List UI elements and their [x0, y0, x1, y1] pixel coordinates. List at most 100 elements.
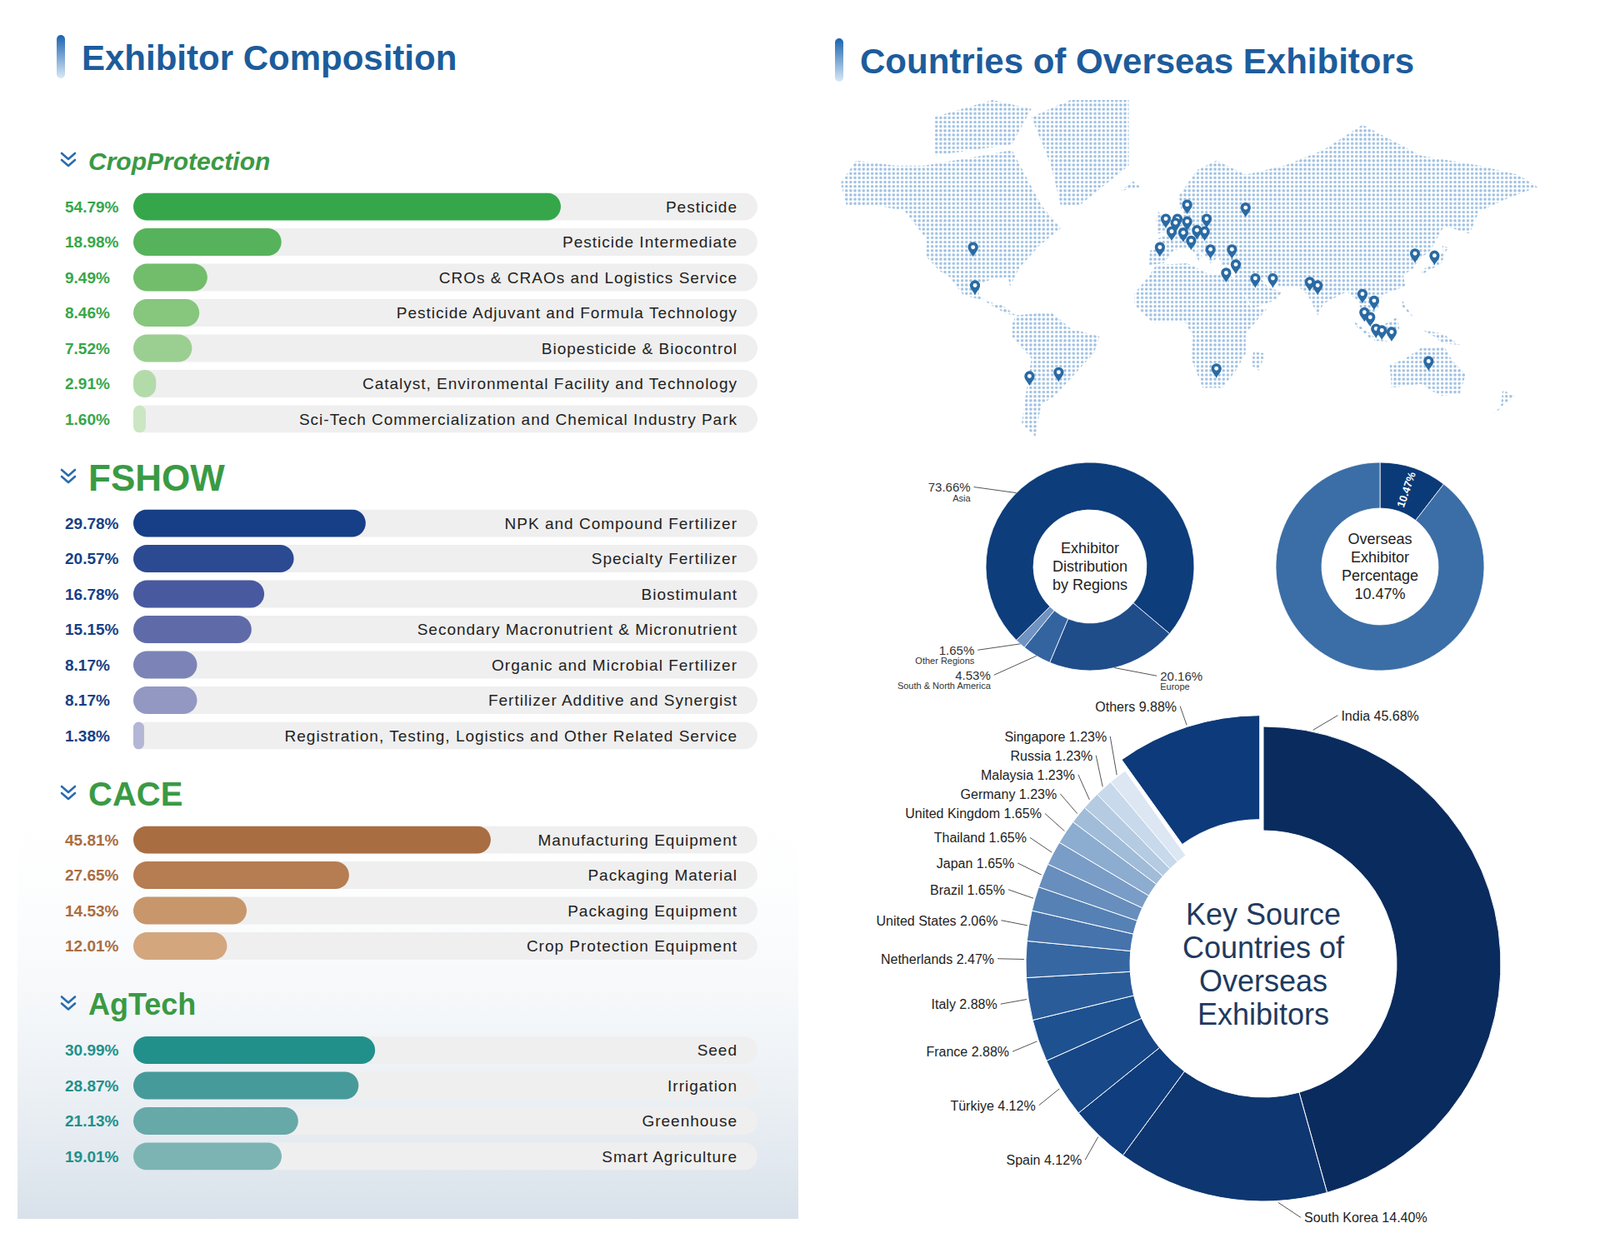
pin-shape: [1155, 242, 1165, 258]
bar-track: [133, 1072, 758, 1100]
bar-track: [133, 686, 758, 715]
donut-slice: [1025, 971, 1134, 1020]
pin-shape: [1205, 244, 1216, 260]
world-map: [840, 100, 1538, 437]
category-label: Pesticide Intermediate: [562, 233, 738, 251]
pin-shape: [1181, 200, 1192, 215]
category-label: Catalyst, Environmental Facility and Tec…: [362, 375, 738, 393]
slice-label: South Korea 14.40%: [1304, 1210, 1428, 1225]
category-label: Netherlands: [880, 951, 953, 966]
category-label: Spain: [1006, 1153, 1041, 1168]
land: [1401, 298, 1414, 317]
data-label: 2.88%: [955, 997, 998, 1012]
chevron-icon: [61, 470, 75, 483]
pin-shape: [1230, 259, 1241, 275]
category-label: Sci-Tech Commercialization and Chemical …: [299, 410, 738, 429]
pin-dot: [1214, 366, 1219, 371]
category-label: South Korea: [1304, 1210, 1379, 1225]
data-label: 1.65%: [972, 855, 1015, 870]
bar-track: [133, 193, 758, 221]
data-label: 4.53%: [955, 668, 991, 683]
category-label: Russia: [1010, 748, 1051, 763]
slice-label: Singapore 1.23%: [1004, 729, 1107, 744]
donut-slice: [1016, 606, 1055, 648]
category-label: United States: [875, 913, 956, 928]
slice-label: Italy 2.88%: [931, 997, 998, 1012]
category-label: Italy: [931, 997, 956, 1012]
land: [1390, 346, 1466, 396]
label-line: Overseas: [1199, 964, 1328, 999]
map-pin: [1220, 267, 1231, 283]
bar: [133, 299, 200, 327]
map-pin: [1357, 289, 1368, 305]
map-pin: [1181, 200, 1192, 215]
pin-dot: [1027, 374, 1032, 379]
data-label: 8.46%: [65, 304, 110, 322]
bar-track: [133, 264, 758, 292]
leader-line: [1012, 1041, 1037, 1052]
center-label: 10.47%: [1354, 585, 1405, 603]
bar: [133, 1036, 375, 1065]
leader-line: [1095, 755, 1103, 788]
donut-slice: [1050, 603, 1170, 671]
slice-label: United Kingdom 1.65%: [905, 806, 1042, 821]
pin-shape: [1226, 244, 1237, 260]
category-label: Japan: [936, 855, 974, 870]
land: [1422, 330, 1460, 345]
category-label: Manufacturing Equipment: [537, 831, 738, 850]
land: [1251, 351, 1265, 371]
category-label: Malaysia: [980, 767, 1034, 782]
label-line: by Regions: [1052, 576, 1128, 594]
data-label: 14.53%: [65, 902, 120, 920]
map-pin: [1185, 235, 1196, 251]
donut-slice: [1121, 715, 1260, 845]
leader-line: [1078, 775, 1090, 800]
map-pin: [1410, 248, 1420, 264]
data-label: 2.88%: [967, 1045, 1010, 1060]
data-label: 54.79%: [65, 198, 120, 216]
pin-shape: [1357, 289, 1368, 305]
data-label: 1.65%: [985, 830, 1027, 845]
leader-line: [1060, 794, 1078, 815]
map-pin: [968, 242, 979, 258]
category-label: Irrigation: [667, 1077, 738, 1095]
map-pin: [1230, 259, 1241, 275]
bar: [133, 722, 145, 750]
data-label: 8.17%: [65, 691, 110, 710]
map-pin: [1160, 213, 1171, 229]
pin-dot: [1195, 228, 1200, 233]
pin-shape: [1024, 370, 1035, 386]
map-pin: [1178, 227, 1189, 243]
data-label: 27.65%: [65, 866, 120, 885]
pin-shape: [1267, 273, 1278, 289]
pin-dot: [1253, 276, 1258, 281]
map-pin: [1267, 273, 1278, 289]
category-label: Thailand: [934, 830, 985, 845]
data-label: 2.91%: [65, 375, 110, 393]
land: [1492, 390, 1515, 415]
slice-label: Germany 1.23%: [960, 786, 1058, 801]
data-label: 1.65%: [963, 882, 1005, 897]
pin-dot: [1224, 270, 1229, 275]
data-label: 2.06%: [956, 913, 999, 928]
pin-dot: [1234, 262, 1239, 267]
map-pin: [970, 280, 980, 295]
bar: [133, 861, 350, 890]
bar: [133, 193, 561, 221]
bar-track: [133, 510, 758, 538]
map-pin: [1200, 226, 1210, 242]
pin-dot: [1173, 220, 1178, 225]
pin-dot: [1185, 219, 1190, 224]
land: [1420, 245, 1450, 275]
bar-track: [133, 615, 758, 644]
leader-line: [1000, 920, 1027, 926]
bar: [133, 897, 247, 925]
bar: [133, 545, 295, 573]
pin-shape: [1240, 202, 1251, 218]
category-label: Others: [1095, 699, 1135, 714]
slice-label: Japan 1.65%: [936, 855, 1015, 870]
map-pin: [1053, 367, 1064, 383]
slice-label: Brazil 1.65%: [930, 882, 1005, 897]
bar-group: FSHOW29.78%NPK and Compound Fertilizer20…: [61, 457, 758, 750]
data-label: 29.78%: [65, 515, 120, 533]
